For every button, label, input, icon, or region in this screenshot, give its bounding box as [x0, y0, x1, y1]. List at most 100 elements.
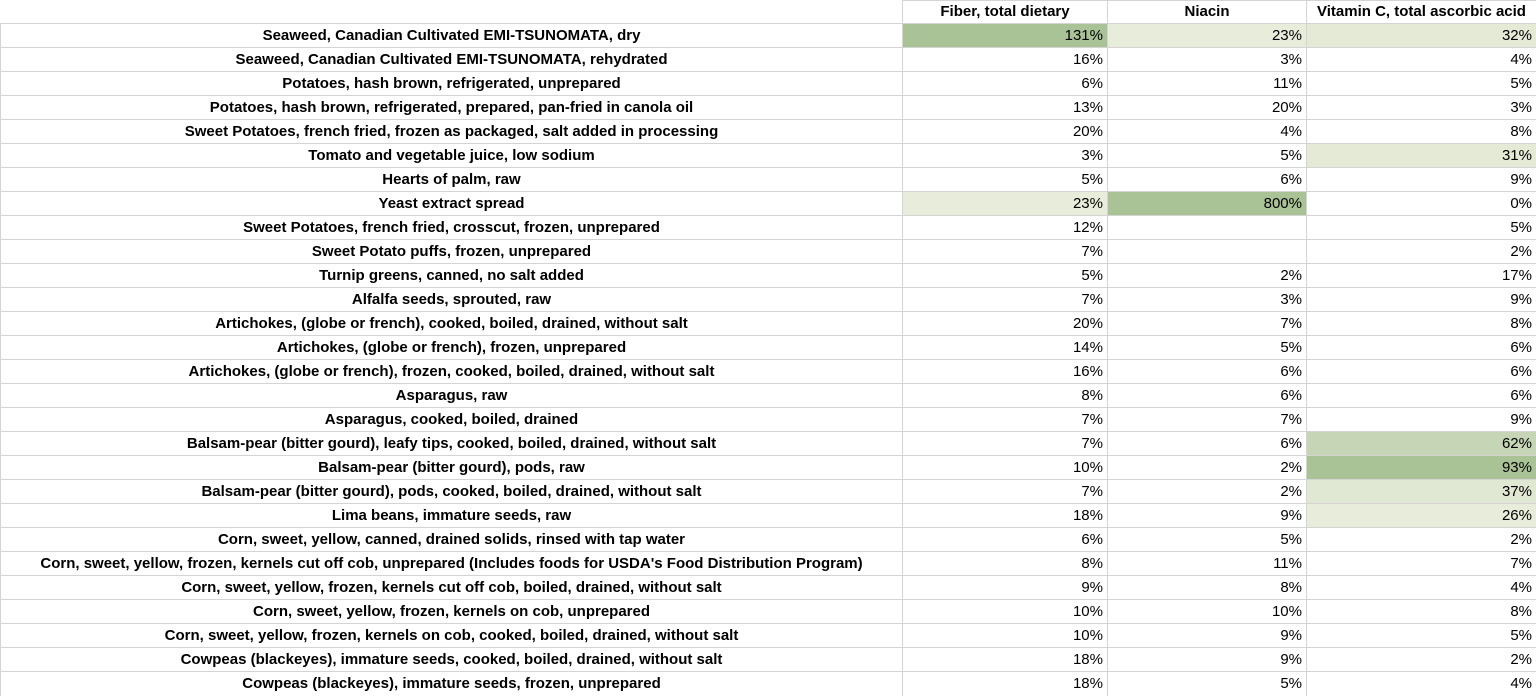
fiber-cell[interactable]: 9%	[903, 576, 1108, 600]
niacin-cell[interactable]: 6%	[1108, 360, 1307, 384]
food-name-cell[interactable]: Corn, sweet, yellow, frozen, kernels cut…	[1, 576, 903, 600]
niacin-cell[interactable]: 6%	[1108, 432, 1307, 456]
fiber-cell[interactable]: 16%	[903, 360, 1108, 384]
vitamin-c-cell[interactable]: 17%	[1307, 264, 1536, 288]
fiber-cell[interactable]: 16%	[903, 48, 1108, 72]
food-name-cell[interactable]: Hearts of palm, raw	[1, 168, 903, 192]
vitamin-c-cell[interactable]: 4%	[1307, 48, 1536, 72]
fiber-cell[interactable]: 23%	[903, 192, 1108, 216]
niacin-cell[interactable]: 9%	[1108, 624, 1307, 648]
fiber-cell[interactable]: 7%	[903, 288, 1108, 312]
food-name-cell[interactable]: Cowpeas (blackeyes), immature seeds, fro…	[1, 672, 903, 696]
vitamin-c-cell[interactable]: 5%	[1307, 72, 1536, 96]
fiber-cell[interactable]: 7%	[903, 408, 1108, 432]
food-name-cell[interactable]: Seaweed, Canadian Cultivated EMI-TSUNOMA…	[1, 48, 903, 72]
niacin-cell[interactable]: 2%	[1108, 480, 1307, 504]
vitamin-c-cell[interactable]: 9%	[1307, 168, 1536, 192]
food-name-cell[interactable]: Tomato and vegetable juice, low sodium	[1, 144, 903, 168]
food-name-cell[interactable]: Potatoes, hash brown, refrigerated, prep…	[1, 96, 903, 120]
vitamin-c-cell[interactable]: 2%	[1307, 528, 1536, 552]
fiber-cell[interactable]: 18%	[903, 504, 1108, 528]
niacin-cell[interactable]: 5%	[1108, 144, 1307, 168]
food-name-cell[interactable]: Artichokes, (globe or french), frozen, c…	[1, 360, 903, 384]
fiber-cell[interactable]: 10%	[903, 456, 1108, 480]
vitamin-c-cell[interactable]: 4%	[1307, 672, 1536, 696]
food-name-cell[interactable]: Sweet Potatoes, french fried, frozen as …	[1, 120, 903, 144]
food-name-cell[interactable]: Sweet Potato puffs, frozen, unprepared	[1, 240, 903, 264]
fiber-cell[interactable]: 6%	[903, 528, 1108, 552]
niacin-cell[interactable]: 5%	[1108, 672, 1307, 696]
vitamin-c-cell[interactable]: 2%	[1307, 240, 1536, 264]
niacin-cell[interactable]: 6%	[1108, 168, 1307, 192]
vitamin-c-cell[interactable]: 93%	[1307, 456, 1536, 480]
food-name-cell[interactable]: Corn, sweet, yellow, frozen, kernels on …	[1, 600, 903, 624]
vitamin-c-cell[interactable]: 6%	[1307, 360, 1536, 384]
food-name-cell[interactable]: Cowpeas (blackeyes), immature seeds, coo…	[1, 648, 903, 672]
niacin-cell[interactable]: 9%	[1108, 504, 1307, 528]
fiber-cell[interactable]: 5%	[903, 264, 1108, 288]
fiber-cell[interactable]: 10%	[903, 624, 1108, 648]
header-cell-niacin[interactable]: Niacin	[1108, 1, 1307, 24]
fiber-cell[interactable]: 14%	[903, 336, 1108, 360]
vitamin-c-cell[interactable]: 3%	[1307, 96, 1536, 120]
niacin-cell[interactable]	[1108, 216, 1307, 240]
vitamin-c-cell[interactable]: 2%	[1307, 648, 1536, 672]
niacin-cell[interactable]: 23%	[1108, 24, 1307, 48]
vitamin-c-cell[interactable]: 62%	[1307, 432, 1536, 456]
niacin-cell[interactable]: 10%	[1108, 600, 1307, 624]
niacin-cell[interactable]: 8%	[1108, 576, 1307, 600]
niacin-cell[interactable]: 11%	[1108, 72, 1307, 96]
niacin-cell[interactable]: 6%	[1108, 384, 1307, 408]
fiber-cell[interactable]: 18%	[903, 648, 1108, 672]
fiber-cell[interactable]: 12%	[903, 216, 1108, 240]
niacin-cell[interactable]: 4%	[1108, 120, 1307, 144]
vitamin-c-cell[interactable]: 32%	[1307, 24, 1536, 48]
food-name-cell[interactable]: Potatoes, hash brown, refrigerated, unpr…	[1, 72, 903, 96]
vitamin-c-cell[interactable]: 7%	[1307, 552, 1536, 576]
fiber-cell[interactable]: 20%	[903, 120, 1108, 144]
niacin-cell[interactable]: 11%	[1108, 552, 1307, 576]
food-name-cell[interactable]: Corn, sweet, yellow, frozen, kernels on …	[1, 624, 903, 648]
niacin-cell[interactable]: 800%	[1108, 192, 1307, 216]
vitamin-c-cell[interactable]: 0%	[1307, 192, 1536, 216]
fiber-cell[interactable]: 7%	[903, 480, 1108, 504]
food-name-cell[interactable]: Corn, sweet, yellow, canned, drained sol…	[1, 528, 903, 552]
food-name-cell[interactable]: Asparagus, raw	[1, 384, 903, 408]
vitamin-c-cell[interactable]: 8%	[1307, 600, 1536, 624]
niacin-cell[interactable]: 3%	[1108, 288, 1307, 312]
niacin-cell[interactable]: 5%	[1108, 336, 1307, 360]
food-name-cell[interactable]: Artichokes, (globe or french), frozen, u…	[1, 336, 903, 360]
food-name-cell[interactable]: Sweet Potatoes, french fried, crosscut, …	[1, 216, 903, 240]
vitamin-c-cell[interactable]: 6%	[1307, 384, 1536, 408]
food-name-cell[interactable]: Corn, sweet, yellow, frozen, kernels cut…	[1, 552, 903, 576]
vitamin-c-cell[interactable]: 4%	[1307, 576, 1536, 600]
fiber-cell[interactable]: 6%	[903, 72, 1108, 96]
fiber-cell[interactable]: 8%	[903, 552, 1108, 576]
niacin-cell[interactable]	[1108, 240, 1307, 264]
vitamin-c-cell[interactable]: 8%	[1307, 120, 1536, 144]
vitamin-c-cell[interactable]: 5%	[1307, 624, 1536, 648]
food-name-cell[interactable]: Balsam-pear (bitter gourd), pods, cooked…	[1, 480, 903, 504]
food-name-cell[interactable]: Asparagus, cooked, boiled, drained	[1, 408, 903, 432]
fiber-cell[interactable]: 7%	[903, 432, 1108, 456]
food-name-cell[interactable]: Balsam-pear (bitter gourd), pods, raw	[1, 456, 903, 480]
vitamin-c-cell[interactable]: 26%	[1307, 504, 1536, 528]
fiber-cell[interactable]: 20%	[903, 312, 1108, 336]
fiber-cell[interactable]: 131%	[903, 24, 1108, 48]
food-name-cell[interactable]: Yeast extract spread	[1, 192, 903, 216]
vitamin-c-cell[interactable]: 6%	[1307, 336, 1536, 360]
vitamin-c-cell[interactable]: 37%	[1307, 480, 1536, 504]
vitamin-c-cell[interactable]: 5%	[1307, 216, 1536, 240]
fiber-cell[interactable]: 8%	[903, 384, 1108, 408]
niacin-cell[interactable]: 2%	[1108, 456, 1307, 480]
fiber-cell[interactable]: 18%	[903, 672, 1108, 696]
header-cell-vitamin-c[interactable]: Vitamin C, total ascorbic acid	[1307, 1, 1536, 24]
food-name-cell[interactable]: Balsam-pear (bitter gourd), leafy tips, …	[1, 432, 903, 456]
niacin-cell[interactable]: 7%	[1108, 408, 1307, 432]
niacin-cell[interactable]: 20%	[1108, 96, 1307, 120]
vitamin-c-cell[interactable]: 8%	[1307, 312, 1536, 336]
fiber-cell[interactable]: 3%	[903, 144, 1108, 168]
niacin-cell[interactable]: 2%	[1108, 264, 1307, 288]
vitamin-c-cell[interactable]: 9%	[1307, 408, 1536, 432]
food-name-cell[interactable]: Turnip greens, canned, no salt added	[1, 264, 903, 288]
